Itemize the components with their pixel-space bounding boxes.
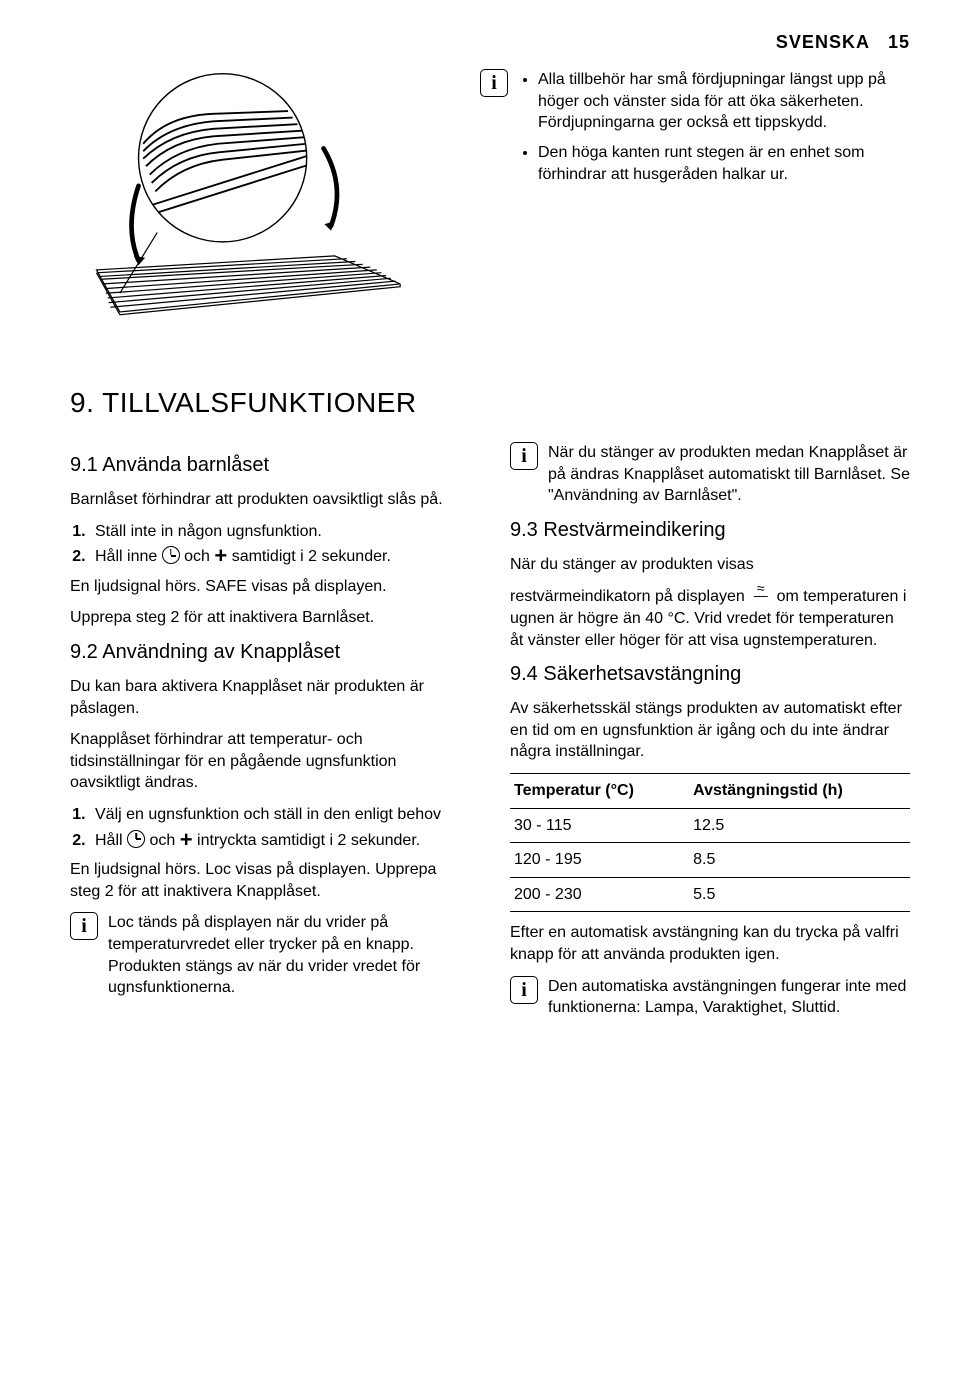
s91-steps: Ställ inte in någon ugnsfunktion. Håll i…: [70, 521, 470, 568]
right-top-info: i När du stänger av produkten medan Knap…: [510, 442, 910, 507]
right-info-text: När du stänger av produkten medan Knappl…: [548, 442, 910, 507]
s92-steps: Välj en ugnsfunktion och ställ in den en…: [70, 804, 470, 851]
clock-icon: [162, 546, 180, 564]
s94-intro: Av säkerhetsskäl stängs produkten av aut…: [510, 698, 910, 763]
th-time: Avstängningstid (h): [689, 774, 910, 809]
s91-intro: Barnlåset förhindrar att produkten oavsi…: [70, 489, 470, 511]
top-row: i Alla tillbehör har små fördjupningar l…: [70, 69, 910, 354]
shutoff-table: Temperatur (°C) Avstängningstid (h) 30 -…: [510, 773, 910, 912]
info-icon: i: [510, 976, 538, 1004]
s91-step1: Ställ inte in någon ugnsfunktion.: [90, 521, 470, 543]
table-row: 30 - 11512.5: [510, 808, 910, 843]
s92-info-block: i Loc tänds på displayen när du vrider p…: [70, 912, 470, 998]
section-title: 9. TILLVALSFUNKTIONER: [70, 384, 910, 422]
s93-p1a: När du stänger av produkten visas: [510, 554, 910, 576]
s92-step2: Håll och + intryckta samtidigt i 2 sekun…: [90, 830, 470, 852]
s92-info: Loc tänds på displayen när du vrider på …: [108, 912, 470, 998]
header-lang: SVENSKA: [776, 32, 870, 52]
rack-illustration: [70, 69, 450, 354]
s91-after: En ljudsignal hörs. SAFE visas på displa…: [70, 576, 470, 598]
s94-info-block: i Den automatiska avstängningen fungerar…: [510, 976, 910, 1019]
s92-after: En ljudsignal hörs. Loc visas på display…: [70, 859, 470, 902]
info-icon: i: [70, 912, 98, 940]
s91-title: 9.1 Använda barnlåset: [70, 452, 470, 479]
s91-repeat: Upprepa steg 2 för att inaktivera Barnlå…: [70, 607, 470, 629]
heat-icon: ≈—: [754, 585, 768, 599]
top-bullets: Alla tillbehör har små fördjupningar län…: [518, 69, 910, 354]
s92-intro1: Du kan bara aktivera Knapplåset när prod…: [70, 676, 470, 719]
bullet-2: Den höga kanten runt stegen är en enhet …: [538, 142, 910, 185]
header-page: 15: [888, 32, 910, 52]
s91-step2: Håll inne och + samtidigt i 2 sekunder.: [90, 546, 470, 568]
s94-title: 9.4 Säkerhetsavstängning: [510, 661, 910, 688]
right-column: i När du stänger av produkten medan Knap…: [510, 442, 910, 1029]
s93-p1: restvärmeindikatorn på displayen ≈— om t…: [510, 585, 910, 651]
table-row: 200 - 2305.5: [510, 877, 910, 912]
page-header: SVENSKA 15: [70, 30, 910, 54]
info-icon: i: [480, 69, 508, 97]
info-icon: i: [510, 442, 538, 470]
bullet-1: Alla tillbehör har små fördjupningar län…: [538, 69, 910, 134]
s92-title: 9.2 Användning av Knapplåset: [70, 639, 470, 666]
s92-step1: Välj en ugnsfunktion och ställ in den en…: [90, 804, 470, 826]
s94-info: Den automatiska avstängningen fungerar i…: [548, 976, 910, 1019]
s92-intro2: Knapplåset förhindrar att temperatur- oc…: [70, 729, 470, 794]
s93-title: 9.3 Restvärmeindikering: [510, 517, 910, 544]
clock-icon: [127, 830, 145, 848]
s94-after: Efter en automatisk avstängning kan du t…: [510, 922, 910, 965]
table-row: 120 - 1958.5: [510, 843, 910, 878]
th-temp: Temperatur (°C): [510, 774, 689, 809]
left-column: 9.1 Använda barnlåset Barnlåset förhindr…: [70, 442, 470, 1029]
